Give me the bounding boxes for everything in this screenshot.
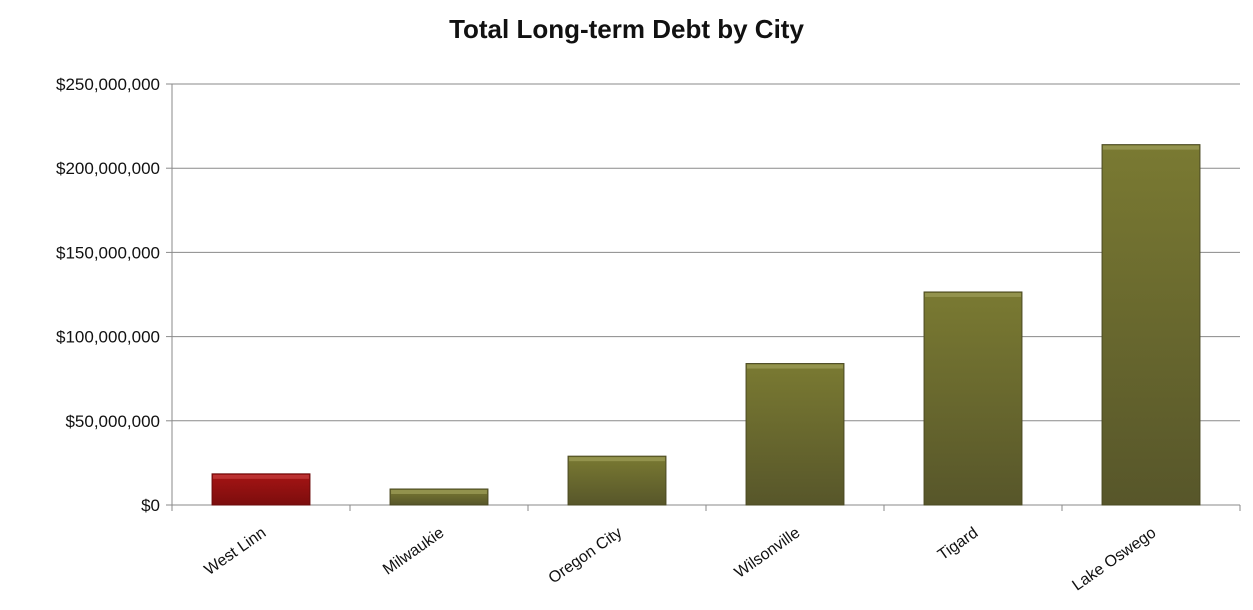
y-tick-label: $0 [141, 496, 160, 515]
bar-body [923, 291, 1023, 506]
bar-highlight [1103, 145, 1199, 150]
bar [745, 363, 845, 506]
y-tick-labels: $0 $50,000,000 $100,000,000 $150,000,000 $20… [56, 75, 160, 515]
gridlines [172, 83, 1240, 422]
bar-body [1101, 144, 1201, 506]
bar-highlight [747, 364, 843, 369]
y-tick-label: $50,000,000 [65, 412, 160, 431]
x-tick-label: Wilsonville [732, 524, 804, 581]
bar-body [211, 473, 311, 506]
bar [923, 291, 1023, 506]
bar-highlight [391, 490, 487, 495]
bar-body [745, 363, 845, 506]
x-tick-label: Oregon City [546, 524, 626, 587]
bar-highlight [213, 474, 309, 479]
chart-title: Total Long-term Debt by City [449, 14, 804, 44]
x-tick-label: Lake Oswego [1069, 524, 1159, 594]
bar [567, 455, 667, 506]
x-tick-labels: West Linn Milwaukie Oregon City Wilsonville… [201, 524, 1159, 594]
x-tick-label: West Linn [201, 524, 269, 579]
bar-body [567, 455, 667, 506]
x-tick-label: Milwaukie [380, 524, 447, 578]
bar [211, 473, 311, 506]
y-tick-label: $100,000,000 [56, 328, 160, 347]
bar-highlight [569, 457, 665, 462]
x-tick-label: Tigard [935, 524, 981, 564]
bar-highlight [925, 292, 1021, 297]
bar [389, 488, 489, 506]
y-tick-label: $200,000,000 [56, 159, 160, 178]
axes [166, 83, 1241, 511]
bar [1101, 144, 1201, 506]
bars [211, 144, 1201, 506]
y-tick-label: $150,000,000 [56, 243, 160, 262]
y-tick-label: $250,000,000 [56, 75, 160, 94]
